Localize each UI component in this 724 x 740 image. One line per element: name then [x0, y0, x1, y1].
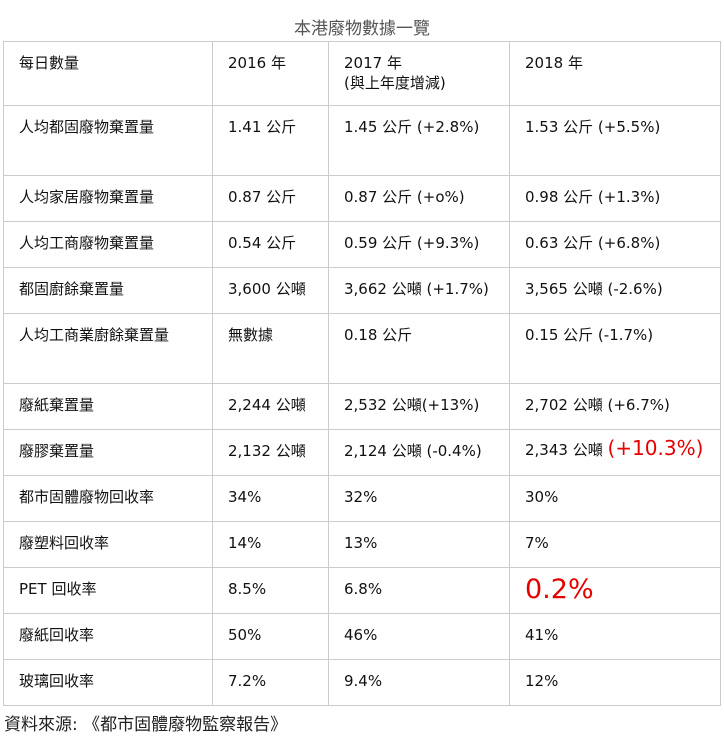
cell-2018: 41% — [509, 613, 721, 660]
cell-2017: 13% — [328, 521, 510, 568]
table-row: 人均工商業廚餘棄置量 無數據 0.18 公斤 0.15 公斤 (-1.7%) — [3, 313, 721, 384]
cell-2017: 0.59 公斤 (+9.3%) — [328, 221, 510, 268]
table-caption: 本港廢物數據一覽 — [294, 19, 430, 39]
cell-2017: 6.8% — [328, 567, 510, 614]
row-label: 人均家居廢物棄置量 — [3, 175, 213, 222]
cell-2017: 32% — [328, 475, 510, 522]
row-label: 都固廚餘棄置量 — [3, 267, 213, 314]
table-row: 廢膠棄置量 2,132 公噸 2,124 公噸 (-0.4%) 2,343 公噸… — [3, 429, 721, 476]
cell-2017: 0.18 公斤 — [328, 313, 510, 384]
row-label: 廢塑料回收率 — [3, 521, 213, 568]
cell-2018: 30% — [509, 475, 721, 522]
header-cell-daily-amount: 每日數量 — [3, 41, 213, 106]
row-label: 人均工商業廚餘棄置量 — [3, 313, 213, 384]
row-label: 玻璃回收率 — [3, 659, 213, 706]
row-label: PET 回收率 — [3, 567, 213, 614]
row-label: 廢紙棄置量 — [3, 383, 213, 430]
cell-2018: 0.63 公斤 (+6.8%) — [509, 221, 721, 268]
table-row: 都固廚餘棄置量 3,600 公噸 3,662 公噸 (+1.7%) 3,565 … — [3, 267, 721, 314]
table-row: 人均工商廢物棄置量 0.54 公斤 0.59 公斤 (+9.3%) 0.63 公… — [3, 221, 721, 268]
table-row: 人均都固廢物棄置量 1.41 公斤 1.45 公斤 (+2.8%) 1.53 公… — [3, 105, 721, 176]
cell-2017: 2,532 公噸(+13%) — [328, 383, 510, 430]
row-label: 廢膠棄置量 — [3, 429, 213, 476]
cell-2016: 1.41 公斤 — [212, 105, 329, 176]
cell-2016: 2,132 公噸 — [212, 429, 329, 476]
cell-2016: 50% — [212, 613, 329, 660]
row-label: 人均都固廢物棄置量 — [3, 105, 213, 176]
table-row: 廢塑料回收率 14% 13% 7% — [3, 521, 721, 568]
highlight-value: 0.2% — [525, 574, 594, 605]
cell-2017: 46% — [328, 613, 510, 660]
cell-2018: 0.98 公斤 (+1.3%) — [509, 175, 721, 222]
cell-2017: 2,124 公噸 (-0.4%) — [328, 429, 510, 476]
row-label: 都市固體廢物回收率 — [3, 475, 213, 522]
cell-2018: 12% — [509, 659, 721, 706]
header-cell-2018: 2018 年 — [509, 41, 721, 106]
header-cell-2016: 2016 年 — [212, 41, 329, 106]
table-row: 人均家居廢物棄置量 0.87 公斤 0.87 公斤 (+o%) 0.98 公斤 … — [3, 175, 721, 222]
header-2017-sublabel: (與上年度增減) — [344, 74, 446, 92]
header-cell-2017: 2017 年 (與上年度增減) — [328, 41, 510, 106]
table-row: PET 回收率 8.5% 6.8% 0.2% — [3, 567, 721, 614]
cell-2017: 1.45 公斤 (+2.8%) — [328, 105, 510, 176]
cell-2016: 34% — [212, 475, 329, 522]
cell-2018: 2,343 公噸 (+10.3%) — [509, 429, 721, 476]
cell-2017: 3,662 公噸 (+1.7%) — [328, 267, 510, 314]
table-header-row: 每日數量 2016 年 2017 年 (與上年度增減) 2018 年 — [3, 41, 721, 106]
row-label: 人均工商廢物棄置量 — [3, 221, 213, 268]
cell-2016: 2,244 公噸 — [212, 383, 329, 430]
cell-2016: 0.87 公斤 — [212, 175, 329, 222]
cell-2018: 7% — [509, 521, 721, 568]
cell-2016: 14% — [212, 521, 329, 568]
cell-2016: 無數據 — [212, 313, 329, 384]
cell-2018-value: 2,343 公噸 — [525, 441, 603, 459]
table-row: 都市固體廢物回收率 34% 32% 30% — [3, 475, 721, 522]
header-2017-label: 2017 年 — [344, 54, 402, 72]
cell-2017: 9.4% — [328, 659, 510, 706]
cell-2016: 0.54 公斤 — [212, 221, 329, 268]
cell-2016: 8.5% — [212, 567, 329, 614]
cell-2016: 3,600 公噸 — [212, 267, 329, 314]
cell-2018: 2,702 公噸 (+6.7%) — [509, 383, 721, 430]
source-note: 資料來源: 《都市固體廢物監察報告》 — [4, 715, 288, 735]
cell-2018: 1.53 公斤 (+5.5%) — [509, 105, 721, 176]
row-label: 廢紙回收率 — [3, 613, 213, 660]
cell-2016: 7.2% — [212, 659, 329, 706]
highlight-change: (+10.3%) — [607, 436, 704, 460]
table-row: 廢紙棄置量 2,244 公噸 2,532 公噸(+13%) 2,702 公噸 (… — [3, 383, 721, 430]
cell-2017: 0.87 公斤 (+o%) — [328, 175, 510, 222]
table-row: 玻璃回收率 7.2% 9.4% 12% — [3, 659, 721, 706]
cell-2018: 0.15 公斤 (-1.7%) — [509, 313, 721, 384]
cell-2018: 3,565 公噸 (-2.6%) — [509, 267, 721, 314]
table-row: 廢紙回收率 50% 46% 41% — [3, 613, 721, 660]
cell-2018: 0.2% — [509, 567, 721, 614]
waste-data-table: 每日數量 2016 年 2017 年 (與上年度增減) 2018 年 人均都固廢物… — [3, 41, 721, 706]
